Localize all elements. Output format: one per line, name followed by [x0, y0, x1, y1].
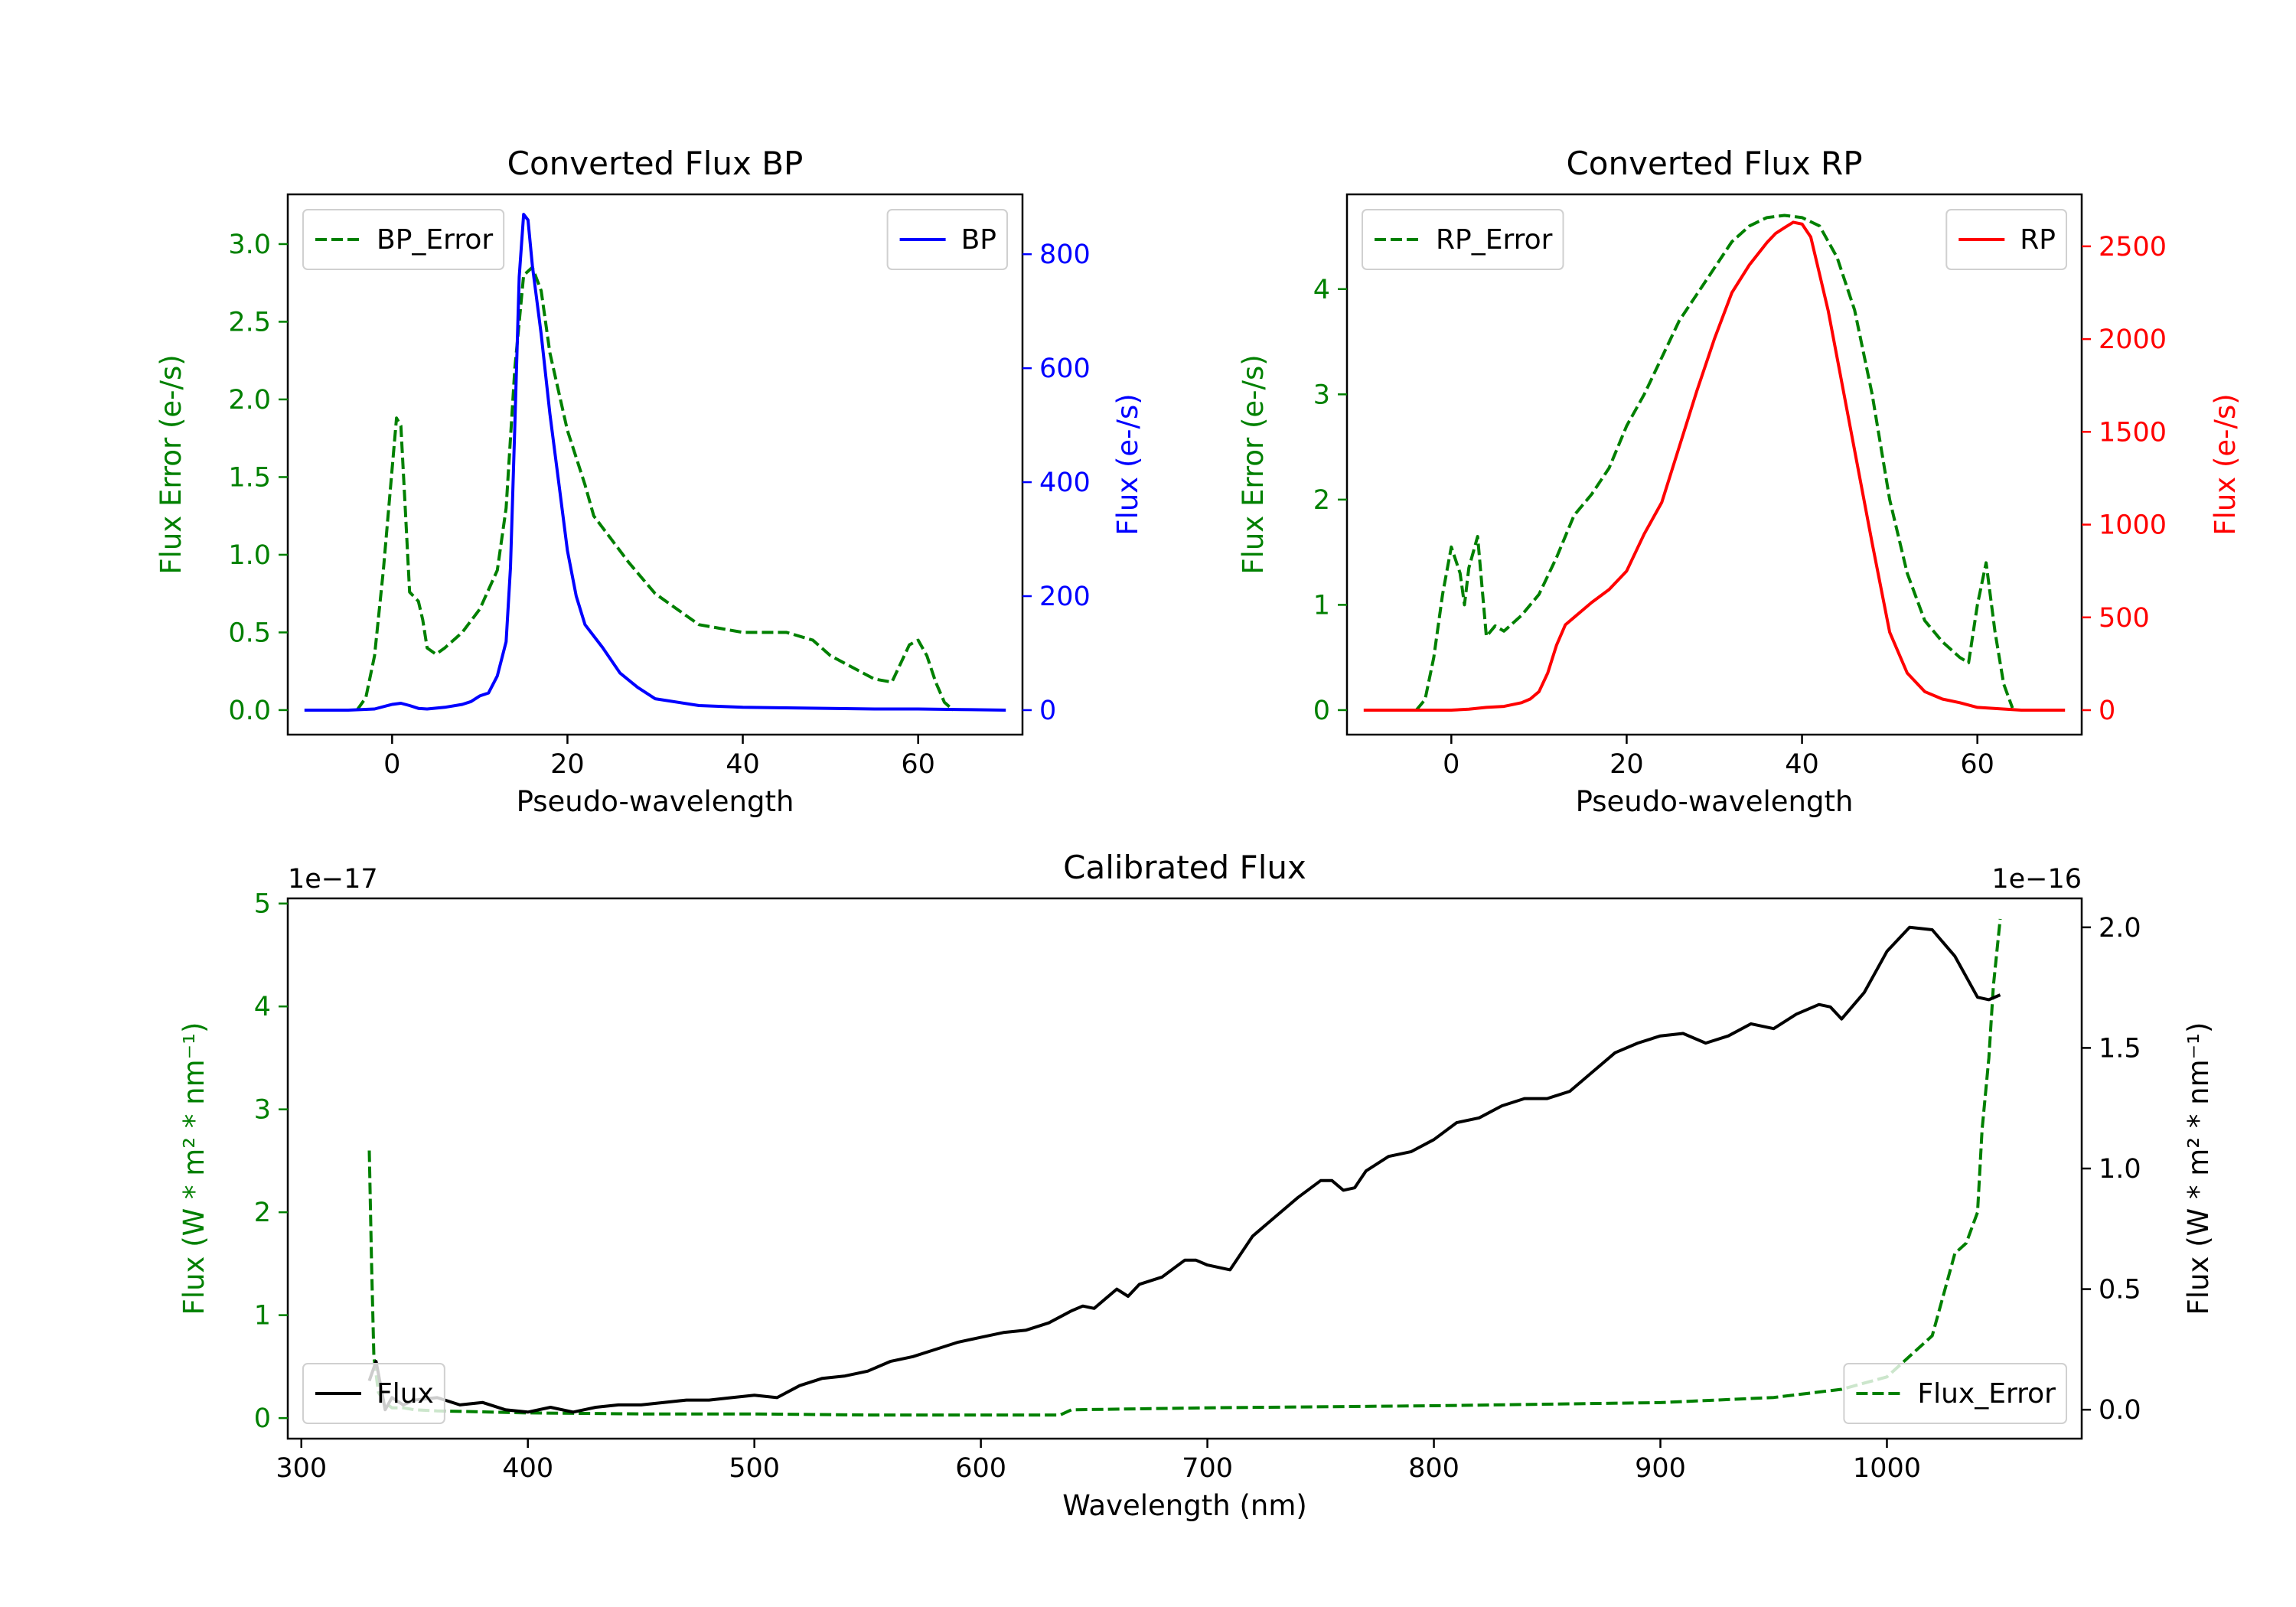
calibrated-legend-flux: Flux [302, 1363, 445, 1424]
cal-ytick-left-label: 1 [254, 1301, 271, 1332]
cal-xtick-label: 900 [1635, 1453, 1686, 1484]
rp-legend-flux: RP [1945, 209, 2067, 270]
rp-ytick-left-label: 0 [1313, 696, 1330, 726]
cal-ytick-left-label: 2 [254, 1198, 271, 1228]
bp-xtick-label: 20 [550, 749, 585, 780]
rp-ytick-left-label: 3 [1313, 380, 1330, 410]
rp-xtick-label: 40 [1785, 749, 1819, 780]
rp-ytick-right-label: 500 [2099, 603, 2150, 634]
cal-xtick-label: 600 [955, 1453, 1006, 1484]
bp-ytick-left-label: 3.0 [228, 230, 271, 260]
cal-ytick-right-label: 1.0 [2099, 1154, 2141, 1185]
bp-ytick-right-label: 400 [1039, 468, 1091, 498]
calibrated-xlabel: Wavelength (nm) [1062, 1489, 1307, 1522]
bp-xtick-label: 40 [726, 749, 760, 780]
bp-ytick-left-label: 1.5 [228, 462, 271, 493]
bp-ticks: 0 20 40 60 0.0 0.5 1.0 1.5 2.0 2.5 3.0 0 200 400 600 80… [228, 230, 1090, 780]
calibrated-left-offset-text: 1e−17 [288, 864, 378, 895]
bp-panel: 0 20 40 60 0.0 0.5 1.0 1.5 2.0 2.5 3.0 0 200 400 600 80… [155, 145, 1144, 818]
bp-xtick-label: 60 [901, 749, 935, 780]
rp-xtick-label: 60 [1960, 749, 1994, 780]
rp-xlabel: Pseudo-wavelength [1576, 785, 1854, 818]
calibrated-legend-flux-label: Flux [377, 1378, 434, 1410]
cal-xtick-label: 800 [1408, 1453, 1459, 1484]
bp-ytick-left-label: 2.5 [228, 307, 271, 337]
rp-legend-flux-label: RP [2020, 224, 2056, 256]
rp-xtick-label: 0 [1443, 749, 1459, 780]
rp-ytick-left-label: 4 [1313, 275, 1330, 305]
bp-xlabel: Pseudo-wavelength [517, 785, 794, 818]
cal-ytick-right-label: 2.0 [2099, 913, 2141, 944]
bp-ytick-left-label: 2.0 [228, 385, 271, 416]
calibrated-panel: 300 400 500 600 700 800 900 1000 0 1 2 3 4 5 0.0 0.5 1.0… [178, 849, 2215, 1522]
cal-ytick-right-label: 1.5 [2099, 1033, 2141, 1064]
calibrated-legend-error: Flux_Error [1843, 1363, 2067, 1424]
bp-legend-flux: BP [886, 209, 1008, 270]
rp-series-rp [1363, 220, 2066, 712]
bp-title: Converted Flux BP [507, 145, 804, 182]
bp-ytick-left-label: 0.0 [228, 696, 271, 726]
calibrated-ylabel-left: Flux (W * m² * nm⁻¹) [178, 1022, 210, 1315]
rp-title: Converted Flux RP [1566, 145, 1862, 182]
rp-legend-error-label: RP_Error [1436, 224, 1553, 256]
calibrated-ticks: 300 400 500 600 700 800 900 1000 0 1 2 3 4 5 0.0 0.5 1.0… [254, 889, 2141, 1484]
rp-series-rp-error [1414, 214, 2014, 712]
rp-ylabel-left: Flux Error (e-/s) [1237, 354, 1270, 574]
rp-ytick-right-label: 2000 [2099, 324, 2167, 355]
bp-axes-frame [286, 193, 1024, 736]
bp-legend-error: BP_Error [302, 209, 505, 270]
calibrated-title: Calibrated Flux [1063, 849, 1306, 886]
bp-ytick-left-label: 1.0 [228, 540, 271, 571]
bp-ytick-right-label: 0 [1039, 696, 1056, 726]
bp-ylabel-left: Flux Error (e-/s) [155, 354, 188, 574]
bp-series-bp-error [355, 266, 954, 712]
cal-ytick-left-label: 0 [254, 1403, 271, 1434]
cal-xtick-label: 300 [276, 1453, 327, 1484]
cal-xtick-label: 700 [1182, 1453, 1233, 1484]
rp-ylabel-right: Flux (e-/s) [2209, 393, 2242, 535]
cal-xtick-label: 500 [729, 1453, 780, 1484]
bp-ytick-right-label: 600 [1039, 354, 1091, 384]
cal-xtick-label: 1000 [1853, 1453, 1921, 1484]
cal-ytick-right-label: 0.0 [2099, 1395, 2141, 1426]
bp-ytick-right-label: 800 [1039, 240, 1091, 270]
cal-xtick-label: 400 [502, 1453, 553, 1484]
rp-ytick-right-label: 2500 [2099, 232, 2167, 262]
rp-xtick-label: 20 [1609, 749, 1644, 780]
bp-legend-flux-label: BP [961, 224, 996, 256]
calibrated-legend-error-label: Flux_Error [1917, 1378, 2056, 1410]
bp-ytick-right-label: 200 [1039, 582, 1091, 612]
rp-series-layer [1363, 214, 2066, 712]
bp-xtick-label: 0 [383, 749, 400, 780]
bp-ytick-left-label: 0.5 [228, 618, 271, 648]
cal-ytick-left-label: 5 [254, 889, 271, 920]
bp-ylabel-right: Flux (e-/s) [1111, 393, 1144, 535]
rp-ytick-right-label: 0 [2099, 696, 2115, 726]
cal-ytick-left-label: 3 [254, 1095, 271, 1126]
calibrated-right-offset-text: 1e−16 [1991, 864, 2082, 895]
rp-legend-error: RP_Error [1362, 209, 1564, 270]
rp-ytick-right-label: 1500 [2099, 417, 2167, 448]
rp-ytick-right-label: 1000 [2099, 510, 2167, 541]
cal-ytick-right-label: 0.5 [2099, 1275, 2141, 1305]
rp-ytick-left-label: 1 [1313, 590, 1330, 621]
calibrated-ylabel-right: Flux (W * m² * nm⁻¹) [2182, 1022, 2215, 1315]
bp-series-bp [304, 213, 1006, 712]
bp-series-layer [304, 213, 1006, 712]
cal-series-flux [367, 925, 2001, 1414]
rp-ytick-left-label: 2 [1313, 485, 1330, 516]
rp-axes-frame [1345, 193, 2083, 736]
bp-legend-error-label: BP_Error [377, 224, 493, 256]
cal-ytick-left-label: 4 [254, 992, 271, 1022]
